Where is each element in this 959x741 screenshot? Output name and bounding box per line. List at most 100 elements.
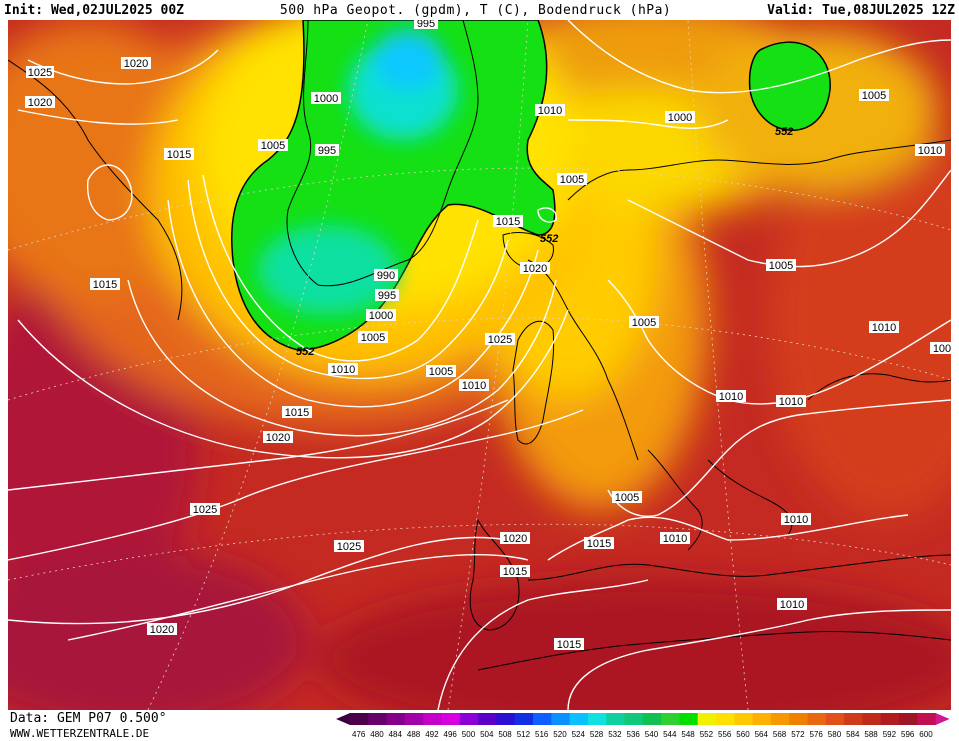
colorbar-cell: [551, 713, 570, 725]
colorbar-cell: [825, 713, 845, 725]
colorbar-cell: [459, 713, 479, 725]
colorbar-tick-label: 520: [553, 730, 567, 739]
svg-text:1005: 1005: [429, 366, 453, 378]
colorbar-tick-label: 548: [681, 730, 695, 739]
colorbar-tick-label: 600: [919, 730, 933, 739]
isobar-label: 1010: [328, 363, 358, 376]
isobar-label: 1010: [716, 390, 746, 403]
isobar-label: 1005: [358, 331, 388, 344]
colorbar-tick-label: 564: [755, 730, 769, 739]
colorbar-tick-label: 496: [444, 730, 458, 739]
init-time: Init: Wed,02JUL2025 00Z: [4, 2, 185, 18]
isobar-label: 100: [930, 342, 951, 355]
geopotential-field: [8, 20, 951, 710]
colorbar-cell: [697, 713, 717, 725]
colorbar-tick-label: 576: [810, 730, 824, 739]
isobar-label: 1005: [766, 259, 796, 272]
svg-text:100: 100: [933, 343, 951, 355]
website-credit: WWW.WETTERZENTRALE.DE: [10, 727, 150, 740]
svg-text:1000: 1000: [369, 310, 393, 322]
isobar-label: 1005: [258, 139, 288, 152]
isobar-label: 1005: [859, 89, 889, 102]
colorbar-cell: [368, 713, 387, 725]
isobar-label: 1015: [584, 537, 614, 550]
geopotential-labels: 552 552 552: [296, 126, 793, 358]
colorbar-tick-label: 568: [773, 730, 787, 739]
colorbar-cell: [642, 713, 662, 725]
svg-text:1015: 1015: [503, 566, 527, 578]
svg-text:1005: 1005: [632, 317, 656, 329]
isobar-label: 1020: [147, 623, 177, 636]
colorbar-cell: [478, 713, 497, 725]
svg-text:1025: 1025: [337, 541, 361, 553]
colorbar-tick-label: 536: [627, 730, 641, 739]
isobar-label: 1010: [776, 395, 806, 408]
svg-text:990: 990: [377, 270, 395, 282]
svg-text:1015: 1015: [496, 216, 520, 228]
isobar-label: 995: [414, 20, 438, 30]
colorbar-tick-label: 556: [718, 730, 732, 739]
svg-text:1015: 1015: [285, 407, 309, 419]
svg-text:1010: 1010: [872, 322, 896, 334]
svg-text:1010: 1010: [918, 145, 942, 157]
colorbar-tick-label: 540: [645, 730, 659, 739]
isobar-label: 1015: [164, 148, 194, 161]
colorbar-tick-label: 580: [828, 730, 842, 739]
footer: Data: GEM P07 0.500° WWW.WETTERZENTRALE.…: [0, 710, 959, 741]
svg-text:995: 995: [417, 20, 435, 30]
colorbar-cell: [862, 713, 882, 725]
data-source: Data: GEM P07 0.500°: [10, 711, 167, 726]
isobar-labels: 1025 1020 1020 1015 1015 1005 1000 995 9…: [25, 20, 951, 651]
colorbar-cell: [752, 713, 772, 725]
svg-text:1010: 1010: [663, 533, 687, 545]
svg-text:1020: 1020: [124, 58, 148, 70]
colorbar-tick-label: 528: [590, 730, 604, 739]
colorbar-tick-label: 508: [498, 730, 512, 739]
colorbar-cell: [716, 713, 735, 725]
svg-text:1020: 1020: [28, 97, 52, 109]
isobar-label: 1025: [26, 66, 54, 79]
weather-map: 1025 1020 1020 1015 1015 1005 1000 995 9…: [8, 20, 951, 710]
isobar-label: 1005: [612, 491, 642, 504]
colorbar-cell: [734, 713, 753, 725]
svg-text:1000: 1000: [314, 93, 338, 105]
colorbar-tick-label: 484: [389, 730, 403, 739]
isobar-label: 1005: [426, 365, 456, 378]
isobar-label: 1010: [535, 104, 565, 117]
svg-text:1015: 1015: [557, 639, 581, 651]
colorbar-cell: [807, 713, 827, 725]
colorbar-cell: [496, 713, 516, 725]
colorbar-tick-label: 524: [572, 730, 586, 739]
svg-text:1020: 1020: [150, 624, 174, 636]
isobar-label: 1015: [90, 278, 120, 291]
colorbar-cell: [880, 713, 900, 725]
colorbar-tick-label: 544: [663, 730, 677, 739]
isobar-label: 1000: [366, 309, 396, 322]
isobar-label: 1025: [190, 503, 220, 516]
geopotential-label: 552: [540, 233, 558, 245]
isobar-label: 1015: [500, 565, 530, 578]
header-bar: Init: Wed,02JUL2025 00Z 500 hPa Geopot. …: [0, 0, 959, 20]
colorbar-tick-label: 512: [517, 730, 531, 739]
isobar-label: 1025: [485, 333, 515, 346]
color-scale-bar: 476 480 484 488 492 496 500 504 508 512 516 520 524 5…: [336, 713, 950, 739]
isobar-label: 1010: [781, 513, 811, 526]
colorbar-cell: [423, 713, 442, 725]
colorbar-cell: [917, 713, 936, 725]
colorbar-low-arrow: [336, 713, 350, 725]
svg-text:1005: 1005: [862, 90, 886, 102]
isobar-label: 1010: [777, 598, 807, 611]
svg-text:995: 995: [318, 145, 336, 157]
colorbar-tick-label: 560: [736, 730, 750, 739]
isobar-label: 990: [374, 269, 398, 282]
svg-text:1010: 1010: [779, 396, 803, 408]
svg-text:1015: 1015: [93, 279, 117, 291]
svg-text:995: 995: [378, 290, 396, 302]
colorbar-cell: [350, 713, 369, 725]
svg-text:1025: 1025: [28, 67, 52, 79]
isobar-label: 1020: [121, 57, 151, 70]
svg-text:1020: 1020: [523, 263, 547, 275]
svg-text:1015: 1015: [587, 538, 611, 550]
isobar-label: 1000: [311, 92, 341, 105]
colorbar-cell: [386, 713, 406, 725]
